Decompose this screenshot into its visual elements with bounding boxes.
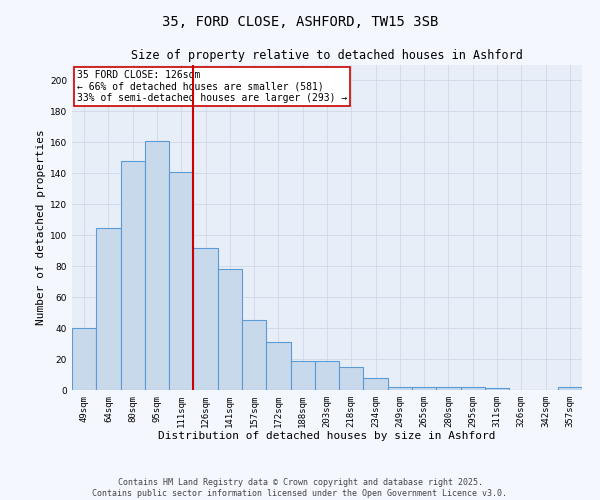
Bar (558, 387, 582, 390)
Bar (412, 387, 436, 390)
Bar (193, 248, 218, 390)
Bar (169, 172, 193, 390)
Bar (121, 161, 145, 390)
Bar (96, 228, 121, 390)
Title: Size of property relative to detached houses in Ashford: Size of property relative to detached ho… (131, 50, 523, 62)
Text: 35 FORD CLOSE: 126sqm
← 66% of detached houses are smaller (581)
33% of semi-det: 35 FORD CLOSE: 126sqm ← 66% of detached … (77, 70, 347, 103)
Bar (266, 342, 290, 390)
Text: Contains HM Land Registry data © Crown copyright and database right 2025.
Contai: Contains HM Land Registry data © Crown c… (92, 478, 508, 498)
Bar (461, 387, 485, 390)
Bar (72, 328, 96, 390)
Bar (485, 388, 509, 390)
Bar (218, 270, 242, 390)
Bar (388, 387, 412, 390)
Bar (436, 387, 461, 390)
Bar (364, 378, 388, 390)
Bar (242, 320, 266, 390)
Y-axis label: Number of detached properties: Number of detached properties (36, 130, 46, 326)
Text: 35, FORD CLOSE, ASHFORD, TW15 3SB: 35, FORD CLOSE, ASHFORD, TW15 3SB (162, 15, 438, 29)
Bar (290, 360, 315, 390)
Bar (339, 367, 364, 390)
Bar (315, 360, 339, 390)
Bar (145, 141, 169, 390)
X-axis label: Distribution of detached houses by size in Ashford: Distribution of detached houses by size … (158, 432, 496, 442)
